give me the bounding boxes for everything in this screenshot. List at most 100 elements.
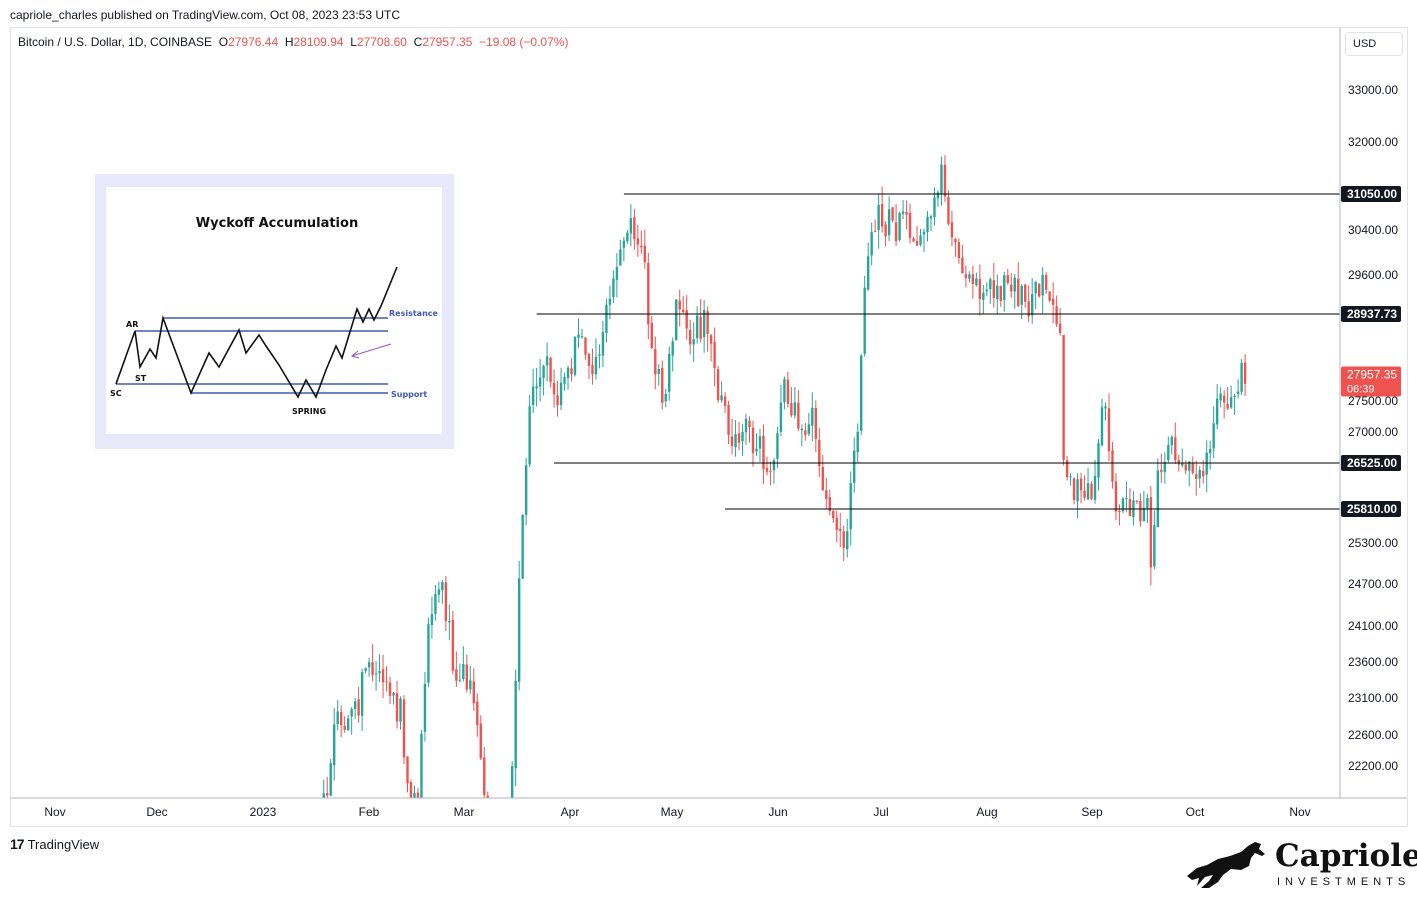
candle <box>441 579 444 604</box>
candle <box>915 225 919 246</box>
price-tick: 27500.00 <box>1348 394 1398 408</box>
candle <box>786 371 790 408</box>
candle <box>783 376 786 410</box>
candle <box>364 667 367 674</box>
candle <box>919 228 922 247</box>
candle <box>668 346 671 401</box>
price-tick: 24700.00 <box>1348 577 1398 591</box>
candle <box>800 424 804 447</box>
candle <box>727 400 730 445</box>
candle <box>535 367 538 407</box>
candle <box>713 327 716 387</box>
candle <box>943 155 947 202</box>
level-tag <box>1341 455 1401 471</box>
candle <box>856 423 859 464</box>
candle <box>807 412 811 437</box>
candle <box>329 758 332 796</box>
candle <box>901 200 905 219</box>
label-support: Support <box>391 390 427 399</box>
candle <box>891 206 894 223</box>
price-tick: 30400.00 <box>1348 223 1398 237</box>
candle <box>538 359 542 402</box>
candle <box>1153 510 1156 570</box>
candle <box>744 414 748 446</box>
capriole-logo: Capriole INVESTMENTS <box>1185 838 1417 893</box>
candle <box>839 512 842 548</box>
candles <box>322 155 1247 798</box>
candle <box>1055 295 1058 327</box>
candle <box>1229 385 1233 409</box>
candle <box>908 203 912 244</box>
candle <box>601 320 605 368</box>
candle <box>1107 393 1111 462</box>
candle <box>971 265 975 299</box>
candle <box>1121 496 1125 514</box>
candle <box>427 617 430 687</box>
candle <box>622 236 626 262</box>
candle <box>957 238 961 264</box>
candle <box>350 707 353 735</box>
candle <box>1100 398 1104 447</box>
candle <box>936 190 940 207</box>
candle <box>741 424 744 456</box>
candle <box>437 581 441 603</box>
time-tick: Feb <box>359 805 380 819</box>
candle <box>374 661 378 691</box>
candle <box>818 428 821 478</box>
candle <box>982 284 985 315</box>
candle <box>832 510 835 523</box>
candle <box>1079 472 1083 504</box>
candle <box>434 584 437 621</box>
candle <box>1048 291 1051 303</box>
candle <box>772 458 776 484</box>
candle <box>1111 441 1114 489</box>
candle <box>769 461 772 486</box>
change-value: −19.08 (−0.07%) <box>479 35 569 49</box>
candle <box>629 204 633 247</box>
tradingview-logo[interactable]: 17 TradingView <box>10 836 99 852</box>
time-tick: Aug <box>976 805 997 819</box>
capriole-sub: INVESTMENTS <box>1277 876 1411 888</box>
candle <box>416 787 420 798</box>
candle <box>1240 359 1243 396</box>
candle <box>675 299 678 341</box>
close-label: C <box>413 35 423 49</box>
tradingview-mark-icon: 17 <box>10 836 25 852</box>
last-price-tag <box>1341 366 1401 397</box>
label-ar: AR <box>126 320 138 329</box>
label-st: ST <box>135 374 147 383</box>
candle <box>1188 461 1191 487</box>
candle <box>378 654 381 682</box>
candle <box>678 289 681 327</box>
label-sc: SC <box>110 389 122 398</box>
candle <box>1142 490 1146 522</box>
candle <box>1062 334 1065 466</box>
candle <box>999 285 1002 307</box>
candle <box>898 212 901 242</box>
candle <box>559 367 563 411</box>
candle <box>859 353 863 436</box>
candle <box>612 270 615 303</box>
candle <box>877 193 880 249</box>
candle <box>894 204 898 246</box>
candle <box>692 322 695 362</box>
level-tag <box>1341 186 1401 202</box>
candle <box>992 263 996 308</box>
time-tick: Dec <box>146 805 167 819</box>
currency-button[interactable]: USD <box>1345 32 1403 56</box>
candle <box>1191 456 1194 475</box>
candle <box>381 654 385 698</box>
price-axis: 33000.00 32000.00 30400.00 29600.00 27500.00… <box>1348 83 1398 773</box>
candle <box>790 387 793 418</box>
candle <box>615 253 619 298</box>
time-tick: Sep <box>1081 805 1103 819</box>
candle <box>1160 453 1163 483</box>
candle <box>409 779 413 798</box>
candle <box>814 400 818 452</box>
candle <box>388 676 392 705</box>
candle <box>402 695 406 765</box>
last-price-text: 27957.35 <box>1347 368 1397 382</box>
candle <box>709 333 713 362</box>
symbol-name: Bitcoin / U.S. Dollar, 1D, COINBASE <box>18 35 213 49</box>
